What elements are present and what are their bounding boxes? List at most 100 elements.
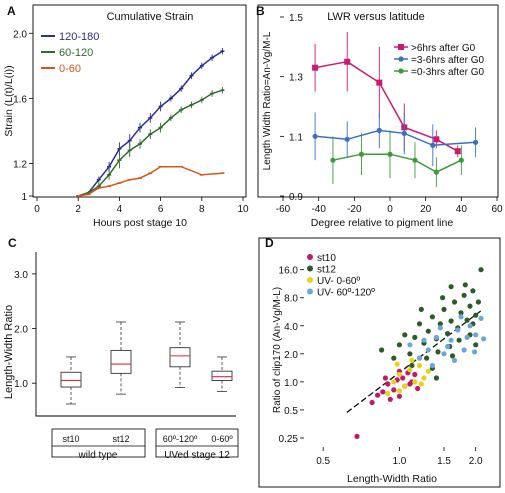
panel-a-legend-label: 120-180 xyxy=(59,31,99,43)
panel-a-ytick-label: 2.0 xyxy=(13,29,27,40)
panel-c-ytick-label: 3.0 xyxy=(14,270,28,281)
panel-c-ytick-label: 2.0 xyxy=(14,325,28,336)
panel-d-legend-label: UV- 60º-120º xyxy=(317,288,375,299)
panel-c-ylabel: Length-Width Ratio xyxy=(3,305,15,399)
panel-d-point xyxy=(440,295,446,301)
panel-d-point xyxy=(391,355,397,361)
panel-d-point xyxy=(448,318,454,324)
panel-c-category-label: 0-60º xyxy=(211,434,233,444)
panel-d-point xyxy=(464,334,470,340)
panel-b-xtick-label: 40 xyxy=(456,204,468,215)
panel-b-point xyxy=(412,157,418,163)
panel-d-point xyxy=(451,299,458,305)
panel-c-letter: C xyxy=(8,236,17,250)
panel-a-ytick-label: 1 xyxy=(21,192,27,203)
panel-a-ytick-label: 1.2 xyxy=(13,159,27,170)
panel-d-legend-marker xyxy=(307,265,313,272)
panel-d-point xyxy=(375,392,381,398)
panel-d-xlabel: Length-Width Ratio xyxy=(347,473,437,485)
panel-c-axes xyxy=(35,252,236,417)
panel-d-point xyxy=(478,315,484,321)
panel-d-point xyxy=(418,306,424,312)
panel-d-xtick-label: 1.5 xyxy=(437,456,451,467)
panel-b-ylabel: Length Width Ratio=An-Vg/M-L xyxy=(262,31,273,170)
panel-b-point xyxy=(376,127,382,133)
panel-d-point xyxy=(445,343,451,350)
panel-d-ylabel: Ratio of clip170 (An-Vg/M-L) xyxy=(272,287,283,413)
panel-a-frame xyxy=(32,4,247,198)
panel-d-point xyxy=(354,433,360,439)
panel-d-legend-marker xyxy=(307,277,313,283)
panel-c-group-label: wild type xyxy=(78,450,118,461)
panel-d-point xyxy=(402,332,408,338)
panel-d-point xyxy=(472,349,478,355)
panel-d-point xyxy=(409,357,415,363)
panel-b-point xyxy=(387,151,393,157)
panel-d-point xyxy=(441,351,447,357)
panel-b-point xyxy=(330,157,336,163)
panel-d-point xyxy=(467,323,473,329)
panel-d-point xyxy=(416,355,423,361)
panel-c-category-label: 60º-120º xyxy=(163,434,198,444)
panel-b-point xyxy=(430,142,436,148)
panel-c-category-label: st12 xyxy=(112,434,129,444)
panel-a-ylabel: Strain (L(t)/L(i)) xyxy=(3,65,15,136)
panel-a-xtick-label: 0 xyxy=(34,204,40,215)
panel-d-point xyxy=(425,328,431,334)
panel-b-point xyxy=(344,58,351,65)
panel-b-ytick-label: 0.9 xyxy=(289,192,303,203)
panel-c-category-label: st10 xyxy=(62,434,79,444)
panel-d-xtick-label: 1.0 xyxy=(392,456,406,467)
panel-d-letter: D xyxy=(265,236,274,250)
panel-d-legend-marker xyxy=(307,254,313,260)
panel-b-ytick-label: 1.5 xyxy=(289,13,303,24)
panel-a-xtick-label: 2 xyxy=(75,204,81,215)
panel-d-ytick-label: 4.0 xyxy=(284,322,298,333)
panel-b-legend-label: =3-6hrs after G0 xyxy=(411,55,485,66)
panel-d-point xyxy=(385,381,391,387)
panel-d-point xyxy=(433,334,439,340)
panel-b-title: LWR versus latitude xyxy=(327,11,425,23)
panel-b-legend-marker xyxy=(398,44,404,50)
panel-d-point xyxy=(396,342,402,348)
panel-b-point xyxy=(454,148,461,155)
panel-d-point xyxy=(407,342,413,348)
panel-b-legend-label: >6hrs after G0 xyxy=(411,43,476,54)
panel-a-legend-label: 60-120 xyxy=(59,47,93,59)
panel-b-legend-marker xyxy=(398,56,404,62)
panel-d-point xyxy=(379,347,385,353)
panel-d-frame xyxy=(258,237,501,488)
panel-d-point xyxy=(385,390,391,397)
panel-d-point xyxy=(451,357,458,363)
panel-d-legend-label: st10 xyxy=(317,253,336,264)
panel-d-point xyxy=(437,325,443,331)
panel-c-box xyxy=(169,347,191,368)
panel-d-point xyxy=(448,337,454,343)
panel-d-point xyxy=(458,310,464,316)
panel-d-point xyxy=(396,393,402,399)
panel-b-series-line xyxy=(332,153,462,173)
panel-d-point xyxy=(437,321,443,327)
panel-d-legend-marker xyxy=(307,288,313,295)
panel-d-point xyxy=(470,288,476,294)
panel-a-title: Cumulative Strain xyxy=(107,11,194,23)
panel-d-point xyxy=(424,355,430,361)
panel-d-point xyxy=(461,292,467,298)
panel-a-xtick-label: 6 xyxy=(158,204,164,215)
panel-b-xlabel: Degree relative to pigment line xyxy=(311,217,454,229)
panel-d-point xyxy=(369,399,375,406)
panel-d-point xyxy=(416,321,423,327)
panel-d-point xyxy=(418,381,424,387)
panel-b-series-line xyxy=(314,60,459,152)
panel-b-ytick-label: 1.3 xyxy=(289,73,303,84)
panel-d-point xyxy=(449,353,456,359)
panel-a-xtick-label: 10 xyxy=(237,204,249,215)
panel-b-series-line xyxy=(315,129,476,147)
panel-d-point xyxy=(380,389,386,395)
panel-b-xtick-label: -40 xyxy=(311,204,326,215)
panel-b-legend-label: =0-3hrs after G0 xyxy=(411,67,485,78)
panel-c-box xyxy=(60,371,82,388)
panel-d-point xyxy=(400,375,406,381)
panel-d-point xyxy=(416,362,423,369)
